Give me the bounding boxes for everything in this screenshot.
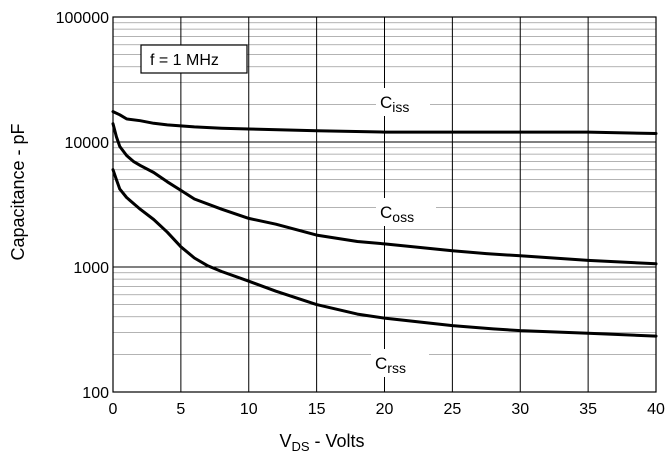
x-tick-label: 5 [176, 401, 185, 418]
series-label-bg [371, 349, 429, 377]
series-label-bg [376, 88, 430, 116]
x-tick-label: 25 [443, 401, 461, 418]
x-axis-tick-labels: 0 5 10 15 20 25 30 35 40 [109, 401, 665, 418]
series-label-coss: Coss [376, 198, 436, 226]
y-tick-label: 100000 [56, 10, 109, 27]
x-tick-label: 0 [109, 401, 118, 418]
y-tick-label: 100 [82, 385, 109, 402]
series-line-ciss [111, 110, 658, 135]
x-axis-label: VDS - Volts [279, 431, 364, 454]
series-label-crss: Crss [371, 349, 429, 377]
x-axis-label-main: V [279, 431, 291, 451]
x-tick-label: 40 [647, 401, 665, 418]
series-label-bg [376, 198, 436, 226]
y-tick-label: 10000 [65, 135, 110, 152]
y-tick-label: 1000 [73, 260, 109, 277]
series-label-text: Crss [375, 354, 406, 376]
plot-area-frame [112, 16, 657, 393]
y-axis-label: Capacitance - pF [8, 123, 28, 260]
y-axis-tick-labels: 100 1000 10000 100000 [56, 10, 109, 402]
series-label-ciss: Ciss [376, 88, 430, 116]
x-tick-label: 35 [579, 401, 597, 418]
annotation-text: f = 1 MHz [150, 52, 219, 69]
series-line-coss [111, 122, 658, 266]
x-tick-label: 20 [376, 401, 394, 418]
series-labels: Ciss Coss Crss [371, 88, 436, 377]
x-tick-label: 10 [240, 401, 258, 418]
x-tick-label: 15 [308, 401, 326, 418]
series-lines [111, 110, 658, 338]
x-axis-label-sub: DS [291, 439, 309, 454]
series-line-crss [111, 168, 658, 338]
series-label-text: Coss [380, 203, 414, 225]
frequency-annotation: f = 1 MHz [140, 44, 248, 74]
series-label-text: Ciss [380, 93, 409, 115]
x-tick-label: 30 [511, 401, 529, 418]
x-axis-label-rest: - Volts [310, 431, 365, 451]
